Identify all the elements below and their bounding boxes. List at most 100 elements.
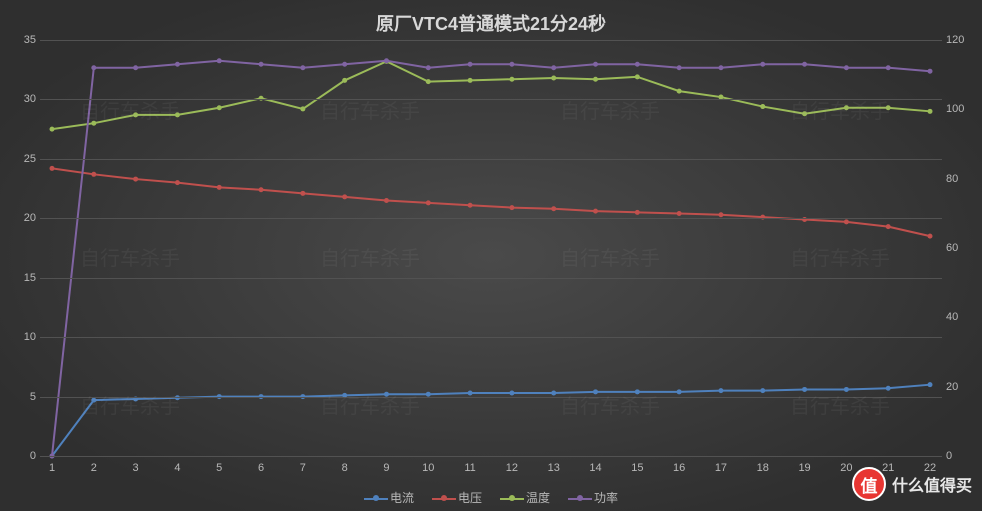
series-marker-voltage xyxy=(342,194,347,199)
legend-label: 电流 xyxy=(390,489,414,506)
series-marker-voltage xyxy=(718,212,723,217)
legend-swatch-icon xyxy=(432,493,456,503)
legend-swatch-icon xyxy=(568,493,592,503)
series-marker-power xyxy=(91,65,96,70)
series-marker-current xyxy=(468,391,473,396)
chart-container: 原厂VTC4普通模式21分24秒 05101520253035020406080… xyxy=(0,0,982,511)
gridline xyxy=(40,159,942,160)
series-marker-voltage xyxy=(300,191,305,196)
series-marker-temperature xyxy=(844,105,849,110)
x-tick: 15 xyxy=(631,462,643,474)
series-marker-power xyxy=(133,65,138,70)
y-left-tick: 35 xyxy=(12,34,36,46)
series-marker-temperature xyxy=(175,112,180,117)
series-marker-power xyxy=(593,62,598,67)
x-tick: 1 xyxy=(49,462,55,474)
x-tick: 6 xyxy=(258,462,264,474)
series-marker-current xyxy=(760,388,765,393)
series-marker-power xyxy=(384,58,389,63)
x-tick: 17 xyxy=(715,462,727,474)
series-marker-power xyxy=(551,65,556,70)
y-right-tick: 40 xyxy=(946,311,972,323)
y-right-tick: 20 xyxy=(946,381,972,393)
series-marker-voltage xyxy=(551,206,556,211)
badge-text: 什么值得买 xyxy=(892,472,972,496)
chart-title: 原厂VTC4普通模式21分24秒 xyxy=(0,10,982,36)
series-marker-current xyxy=(928,382,933,387)
series-marker-power xyxy=(802,62,807,67)
series-marker-power xyxy=(300,65,305,70)
series-marker-current xyxy=(635,389,640,394)
gridline xyxy=(40,40,942,41)
site-badge: 值 什么值得买 xyxy=(852,467,972,501)
series-marker-temperature xyxy=(635,74,640,79)
y-right-tick: 120 xyxy=(946,34,972,46)
series-marker-temperature xyxy=(342,78,347,83)
y-left-tick: 15 xyxy=(12,272,36,284)
legend-item-current[interactable]: 电流 xyxy=(364,489,414,506)
x-tick: 19 xyxy=(798,462,810,474)
series-marker-voltage xyxy=(468,203,473,208)
x-tick: 9 xyxy=(383,462,389,474)
series-marker-temperature xyxy=(551,76,556,81)
series-marker-voltage xyxy=(426,200,431,205)
legend-label: 功率 xyxy=(594,489,618,506)
series-marker-current xyxy=(844,387,849,392)
legend-item-temperature[interactable]: 温度 xyxy=(500,489,550,506)
series-marker-current xyxy=(802,387,807,392)
series-marker-power xyxy=(426,65,431,70)
series-marker-power xyxy=(677,65,682,70)
y-left-tick: 25 xyxy=(12,153,36,165)
series-marker-temperature xyxy=(802,111,807,116)
series-marker-voltage xyxy=(384,198,389,203)
x-tick: 4 xyxy=(174,462,180,474)
series-marker-temperature xyxy=(133,112,138,117)
series-marker-temperature xyxy=(300,106,305,111)
legend-item-power[interactable]: 功率 xyxy=(568,489,618,506)
series-marker-current xyxy=(593,389,598,394)
x-tick: 10 xyxy=(422,462,434,474)
x-tick: 7 xyxy=(300,462,306,474)
legend-label: 电压 xyxy=(458,489,482,506)
x-tick: 18 xyxy=(757,462,769,474)
series-marker-temperature xyxy=(50,127,55,132)
x-tick: 11 xyxy=(464,462,475,474)
series-marker-temperature xyxy=(760,104,765,109)
series-marker-power xyxy=(259,62,264,67)
gridline xyxy=(40,218,942,219)
y-right-tick: 100 xyxy=(946,103,972,115)
series-marker-voltage xyxy=(886,224,891,229)
series-marker-voltage xyxy=(50,166,55,171)
series-marker-current xyxy=(677,389,682,394)
x-tick: 12 xyxy=(506,462,518,474)
series-marker-voltage xyxy=(844,219,849,224)
gridline xyxy=(40,397,942,398)
series-marker-voltage xyxy=(928,234,933,239)
series-marker-current xyxy=(718,388,723,393)
series-marker-power xyxy=(509,62,514,67)
legend-swatch-icon xyxy=(500,493,524,503)
x-tick: 5 xyxy=(216,462,222,474)
series-marker-voltage xyxy=(635,210,640,215)
x-tick: 3 xyxy=(133,462,139,474)
series-marker-power xyxy=(342,62,347,67)
series-marker-power xyxy=(886,65,891,70)
legend-swatch-icon xyxy=(364,493,388,503)
gridline xyxy=(40,278,942,279)
series-marker-temperature xyxy=(677,89,682,94)
gridline xyxy=(40,456,942,457)
series-marker-temperature xyxy=(91,121,96,126)
series-marker-temperature xyxy=(217,105,222,110)
series-line-voltage xyxy=(52,168,930,236)
series-marker-power xyxy=(635,62,640,67)
series-marker-temperature xyxy=(928,109,933,114)
x-tick: 13 xyxy=(548,462,560,474)
y-left-tick: 10 xyxy=(12,331,36,343)
series-line-temperature xyxy=(52,61,930,129)
y-left-tick: 5 xyxy=(12,391,36,403)
legend-label: 温度 xyxy=(526,489,550,506)
series-marker-power xyxy=(844,65,849,70)
series-marker-current xyxy=(886,386,891,391)
legend-item-voltage[interactable]: 电压 xyxy=(432,489,482,506)
series-marker-voltage xyxy=(133,177,138,182)
